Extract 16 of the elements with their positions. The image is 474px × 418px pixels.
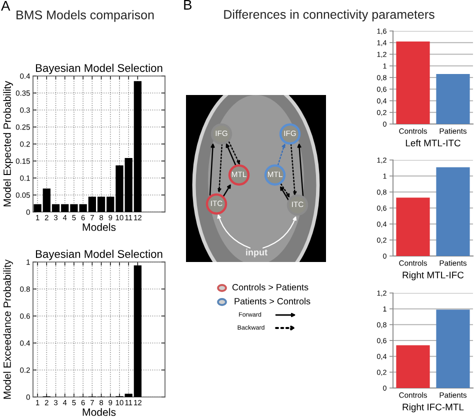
text: Controls > Patients [232,284,308,290]
y-axis-title: Model Exceedance Probability [3,259,13,399]
text: Differences in connectivity parameters [224,10,434,22]
y-axis-title: Model Expected Probability [3,80,13,206]
text: B [184,0,192,10]
x-axis-title: Right MTL-IFC [402,271,464,280]
x-axis-title: Right IFC-MTL [402,403,464,412]
chart-title: Bayesian Model Selection [36,250,162,260]
text: BMS Models comparison [16,10,154,22]
x-axis-title: Left MTL-ITC [406,139,460,146]
x-axis-title: Models [82,408,116,416]
text: Patients > Controls [234,298,310,304]
text: input [246,248,268,258]
x-axis-title: Models [82,223,116,231]
text: A [1,1,10,11]
chart-title: Bayesian Model Selection [36,64,162,74]
